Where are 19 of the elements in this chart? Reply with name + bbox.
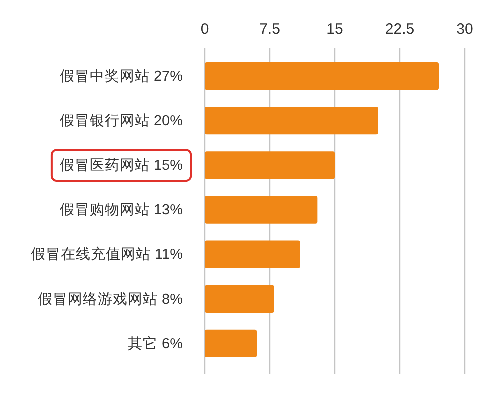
bar [205,240,300,268]
y-tick-label: 假冒在线充值网站 11% [31,246,184,264]
bar [205,285,274,313]
bar [205,196,318,224]
bar [205,330,257,358]
bar [205,107,378,135]
x-tick-label: 7.5 [260,21,280,38]
y-tick-label: 其它 6% [128,335,184,352]
y-tick-label: 假冒网络游戏网站 8% [38,290,184,308]
y-tick-label: 假冒医药网站 15% [60,157,184,174]
x-tick-label: 30 [456,21,474,38]
x-tick-label: 15 [326,21,344,38]
x-tick-label: 0 [200,21,210,38]
x-tick-label: 22.5 [385,21,415,38]
bar [205,152,335,180]
y-tick-label: 假冒购物网站 13% [60,202,184,219]
y-tick-label: 假冒中奖网站 27% [60,68,184,85]
bar [205,62,439,90]
y-tick-label: 假冒银行网站 20% [60,112,184,130]
